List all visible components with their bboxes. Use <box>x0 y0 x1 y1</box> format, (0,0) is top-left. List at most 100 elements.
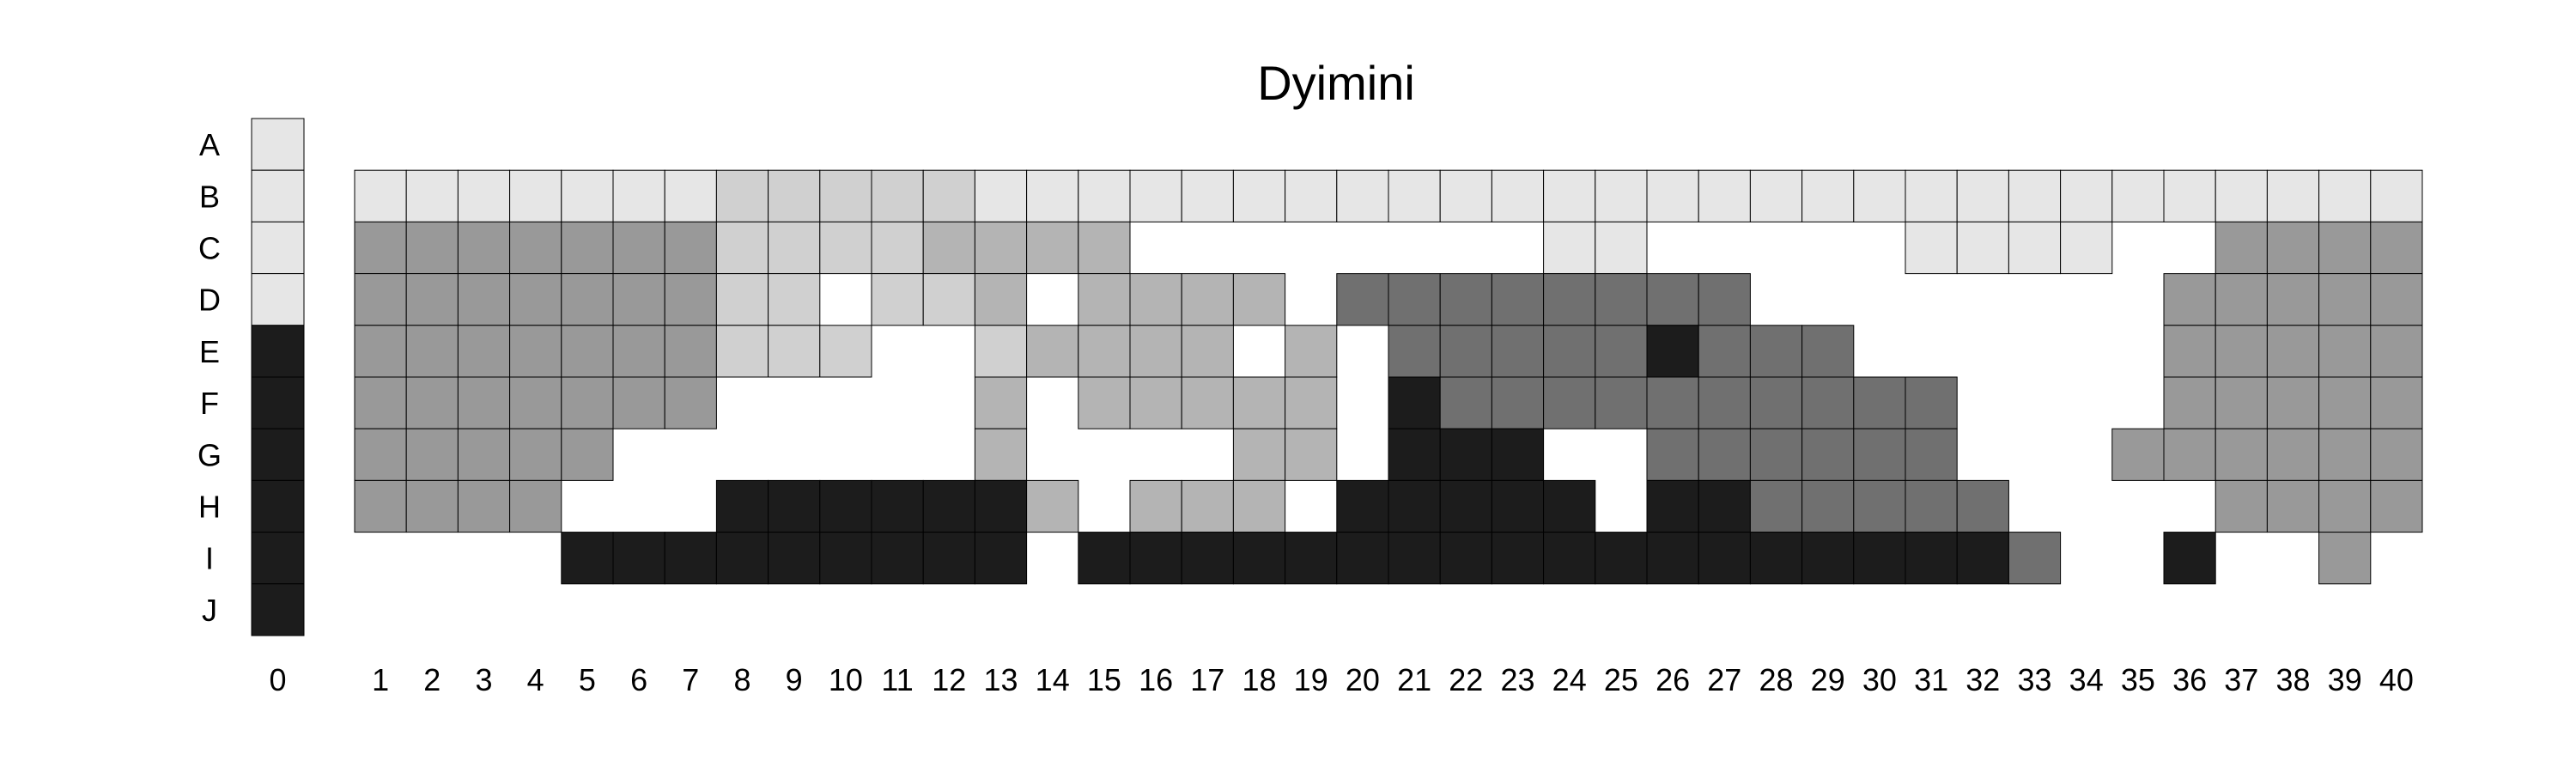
column-label-31: 31 <box>1914 662 1948 697</box>
cell-g-27 <box>1698 428 1751 481</box>
cell-e-24 <box>1543 325 1596 378</box>
cell-c-40 <box>2370 221 2423 275</box>
column-label-3: 3 <box>475 662 492 697</box>
cell-f-36 <box>2163 376 2216 429</box>
cell-i-8 <box>715 532 769 585</box>
cell-b-10 <box>819 169 872 222</box>
cell-d-37 <box>2215 273 2268 326</box>
column-label-19: 19 <box>1294 662 1328 697</box>
cell-b-23 <box>1491 169 1545 222</box>
cell-c-8 <box>715 221 769 275</box>
cell-e-25 <box>1595 325 1648 378</box>
cell-i-17 <box>1181 532 1234 585</box>
column-label-8: 8 <box>733 662 750 697</box>
cell-g-40 <box>2370 428 2423 481</box>
cell-h-37 <box>2215 479 2268 533</box>
column-label-20: 20 <box>1346 662 1380 697</box>
cell-h-10 <box>819 479 872 533</box>
cell-h-12 <box>922 479 975 533</box>
cell-d-25 <box>1595 273 1648 326</box>
cell-g-5 <box>561 428 614 481</box>
cell-d-24 <box>1543 273 1596 326</box>
cell-d-6 <box>612 273 665 326</box>
cell-h-2 <box>405 479 459 533</box>
column-label-37: 37 <box>2224 662 2258 697</box>
cell-g-4 <box>509 428 562 481</box>
cell-d-7 <box>664 273 717 326</box>
cell-i-36 <box>2163 532 2216 585</box>
column-label-16: 16 <box>1139 662 1173 697</box>
cell-e-2 <box>405 325 459 378</box>
cell-f-39 <box>2318 376 2372 429</box>
cell-d-4 <box>509 273 562 326</box>
cell-f-31 <box>1905 376 1958 429</box>
legend-cell-h <box>251 479 305 533</box>
cell-d-11 <box>871 273 924 326</box>
cell-c-25 <box>1595 221 1648 275</box>
cell-i-22 <box>1439 532 1492 585</box>
cell-b-21 <box>1388 169 1441 222</box>
column-labels: 0 1 2 3 4 5 6 7 8 9 10 11 12 13 14 15 16 17 18 19 20 21 22 23 24… <box>269 662 2413 697</box>
cell-h-9 <box>768 479 821 533</box>
cell-c-2 <box>405 221 459 275</box>
cell-i-27 <box>1698 532 1751 585</box>
cell-f-26 <box>1646 376 1699 429</box>
cell-g-26 <box>1646 428 1699 481</box>
cell-h-21 <box>1388 479 1441 533</box>
cell-h-26 <box>1646 479 1699 533</box>
cell-i-11 <box>871 532 924 585</box>
cell-e-21 <box>1388 325 1441 378</box>
cell-f-38 <box>2266 376 2320 429</box>
cell-c-37 <box>2215 221 2268 275</box>
column-label-17: 17 <box>1190 662 1224 697</box>
cell-f-17 <box>1181 376 1234 429</box>
cell-e-26 <box>1646 325 1699 378</box>
column-label-35: 35 <box>2121 662 2155 697</box>
cell-h-31 <box>1905 479 1958 533</box>
cell-i-16 <box>1129 532 1182 585</box>
column-label-13: 13 <box>983 662 1018 697</box>
cell-g-30 <box>1853 428 1906 481</box>
cell-c-34 <box>2060 221 2113 275</box>
column-label-28: 28 <box>1759 662 1793 697</box>
cell-b-2 <box>405 169 459 222</box>
cell-e-16 <box>1129 325 1182 378</box>
cell-i-12 <box>922 532 975 585</box>
column-label-1: 1 <box>372 662 389 697</box>
cell-b-4 <box>509 169 562 222</box>
cell-e-29 <box>1801 325 1855 378</box>
cell-i-6 <box>612 532 665 585</box>
cell-f-6 <box>612 376 665 429</box>
cell-f-18 <box>1232 376 1286 429</box>
column-label-23: 23 <box>1500 662 1534 697</box>
cell-f-19 <box>1285 376 1338 429</box>
cell-h-20 <box>1336 479 1389 533</box>
cell-d-26 <box>1646 273 1699 326</box>
cell-h-22 <box>1439 479 1492 533</box>
cell-i-31 <box>1905 532 1958 585</box>
cell-d-20 <box>1336 273 1389 326</box>
cell-f-21 <box>1388 376 1441 429</box>
cell-e-40 <box>2370 325 2423 378</box>
cell-d-39 <box>2318 273 2372 326</box>
cell-i-30 <box>1853 532 1906 585</box>
cell-e-10 <box>819 325 872 378</box>
cell-e-17 <box>1181 325 1234 378</box>
row-label-c: C <box>198 231 221 266</box>
cell-h-16 <box>1129 479 1182 533</box>
cell-b-9 <box>768 169 821 222</box>
column-label-21: 21 <box>1397 662 1431 697</box>
cell-g-18 <box>1232 428 1286 481</box>
column-label-39: 39 <box>2328 662 2362 697</box>
cell-i-15 <box>1078 532 1131 585</box>
row-label-b: B <box>199 179 220 214</box>
cell-i-21 <box>1388 532 1441 585</box>
column-label-40: 40 <box>2379 662 2414 697</box>
row-label-e: E <box>199 334 220 369</box>
cell-d-1 <box>354 273 407 326</box>
cell-c-9 <box>768 221 821 275</box>
cell-d-18 <box>1232 273 1286 326</box>
cell-c-7 <box>664 221 717 275</box>
cell-b-16 <box>1129 169 1182 222</box>
